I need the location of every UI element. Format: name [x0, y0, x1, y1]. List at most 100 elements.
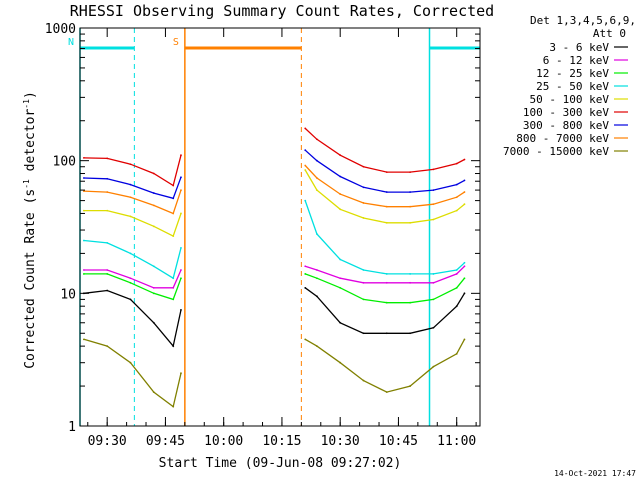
- series-2-point: [82, 269, 85, 271]
- series-1-point: [304, 286, 307, 289]
- series-5-segment-2: [304, 169, 465, 224]
- series-2-point: [385, 281, 388, 284]
- annotation-label: N: [68, 37, 74, 48]
- series-7-point: [432, 189, 435, 191]
- series-9-point: [339, 361, 342, 364]
- series-7-point: [362, 186, 365, 189]
- axes: 09:30 09:45 10:00 10:15 10:30 10:45 11:00 1 10 10…: [45, 22, 480, 449]
- series-8-point: [82, 190, 85, 192]
- series-2-point: [455, 273, 458, 275]
- series-9-segment-2: [304, 338, 466, 393]
- series-6-segment-1: [83, 155, 182, 187]
- series-5-point: [106, 209, 109, 212]
- series-2-point: [304, 265, 307, 268]
- series-2-segment-2: [305, 265, 465, 284]
- series-2-point: [106, 269, 109, 271]
- series-5-point: [455, 209, 458, 212]
- series-2-point: [339, 277, 342, 280]
- series-3-point: [106, 273, 109, 275]
- y-tick-label: 10: [60, 287, 76, 302]
- series-8-point: [463, 191, 466, 193]
- series-3-point: [152, 292, 155, 295]
- series-4-point: [304, 199, 307, 202]
- series-8-point: [432, 203, 435, 206]
- series-5-segment-1: [83, 209, 182, 238]
- series-5-point: [432, 218, 435, 221]
- series-9: [82, 338, 466, 408]
- x-tick-label: 10:30: [321, 434, 360, 449]
- annotation-night-2: [428, 28, 481, 426]
- series-8-point: [180, 189, 182, 191]
- series-4-point: [82, 239, 85, 242]
- series-4-point: [129, 252, 132, 255]
- series-4-point: [455, 269, 458, 271]
- series-8-point: [129, 196, 132, 199]
- series-4-point: [106, 241, 109, 244]
- series-6-point: [463, 158, 466, 161]
- series-7-point: [455, 183, 458, 186]
- series-6-point: [304, 127, 307, 130]
- annotation-saa-1: S: [173, 28, 302, 426]
- series-1-point: [172, 345, 175, 348]
- series-4-point: [463, 261, 466, 264]
- series-6-segment-2: [304, 127, 465, 173]
- series-5-point: [172, 235, 175, 238]
- series-8-point: [455, 196, 458, 199]
- series-8-point: [409, 205, 411, 208]
- series-1-point: [129, 298, 132, 301]
- series-4-point: [385, 273, 388, 275]
- series-1-point: [339, 321, 342, 324]
- series-5-point: [315, 189, 318, 191]
- series-3-point: [172, 298, 175, 301]
- series-5-point: [180, 212, 182, 215]
- series-9-point: [455, 352, 458, 355]
- legend-entry-label: 50 - 100 keV: [530, 93, 610, 106]
- series-3-segment-1: [83, 273, 182, 301]
- y-tick-label: 1: [68, 420, 76, 435]
- series-8-segment-1: [83, 189, 182, 215]
- y-tick-label: 1000: [45, 22, 76, 37]
- series-1-point: [362, 332, 365, 335]
- legend-entry-label: 7000 - 15000 keV: [503, 145, 609, 158]
- series-8-point: [315, 177, 318, 179]
- series-3-segment-2: [304, 273, 466, 304]
- series-7-point: [82, 177, 85, 179]
- series-4-point: [339, 258, 342, 261]
- series-6-point: [315, 138, 318, 141]
- series-3-point: [304, 273, 307, 275]
- series-9-point: [180, 372, 182, 375]
- footer-timestamp: 14-Oct-2021 17:47: [554, 469, 636, 478]
- series-1-point: [152, 321, 155, 324]
- series-9-point: [152, 391, 155, 394]
- series-5-point: [409, 221, 411, 224]
- series-6-point: [455, 162, 458, 165]
- series-9-point: [129, 361, 132, 364]
- series-1-point: [180, 309, 182, 311]
- legend-entry-label: 6 - 12 keV: [543, 54, 610, 67]
- series-2-point: [315, 269, 318, 271]
- series-5: [82, 169, 466, 238]
- series-6-point: [82, 156, 85, 159]
- legend-entry-label: 100 - 300 keV: [523, 106, 609, 119]
- series-4-point: [152, 265, 155, 268]
- series-2-point: [180, 269, 182, 271]
- series-5-point: [82, 209, 85, 212]
- series-9-point: [362, 379, 365, 382]
- series-6-point: [180, 154, 182, 157]
- series-8-point: [172, 212, 175, 215]
- series-9-segment-1: [83, 338, 182, 408]
- series-9-point: [82, 338, 85, 341]
- x-axis-label: Start Time (09-Jun-08 09:27:02): [159, 456, 402, 471]
- series-9-point: [409, 385, 411, 387]
- series-4-point: [409, 273, 411, 275]
- plot-frame: [79, 27, 481, 427]
- x-tick-label: 11:00: [437, 434, 476, 449]
- series-1-point: [455, 305, 458, 308]
- legend-entry-label: 800 - 7000 keV: [516, 132, 609, 145]
- x-tick-label: 10:45: [379, 434, 418, 449]
- series-1-point: [106, 289, 109, 292]
- chart-title: RHESSI Observing Summary Count Rates, Co…: [70, 2, 494, 20]
- legend-header-line-1: Det 1,3,4,5,6,9,: [530, 14, 636, 27]
- series-6-point: [362, 165, 365, 168]
